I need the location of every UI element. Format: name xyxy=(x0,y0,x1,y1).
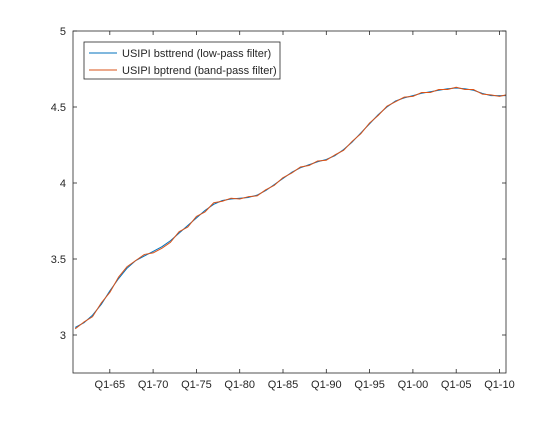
y-tick-label: 3.5 xyxy=(51,254,66,266)
x-tick-label: Q1-85 xyxy=(268,379,299,391)
x-tick-label: Q1-80 xyxy=(224,379,255,391)
x-tick-label: Q1-95 xyxy=(354,379,385,391)
y-tick-label: 4 xyxy=(60,178,66,190)
x-tick-label: Q1-05 xyxy=(441,379,472,391)
plot-frame xyxy=(72,30,507,374)
y-tick-label: 3 xyxy=(60,330,66,342)
legend-label-band-pass: USIPI bptrend (band-pass filter) xyxy=(122,65,277,77)
y-tick-label: 4.5 xyxy=(51,102,66,114)
series-layer xyxy=(74,86,507,330)
x-tick-label: Q1-10 xyxy=(484,379,515,391)
legend-box xyxy=(83,41,281,80)
y-tick-label: 5 xyxy=(60,26,66,38)
legend: USIPI bsttrend (low-pass filter) USIPI b… xyxy=(83,41,281,80)
plot-area-background xyxy=(73,31,506,373)
legend-label-low-pass: USIPI bsttrend (low-pass filter) xyxy=(122,48,271,60)
x-tick-label: Q1-00 xyxy=(398,379,429,391)
series-line-band-pass xyxy=(74,86,507,330)
x-tick-label: Q1-70 xyxy=(138,379,169,391)
x-tick-label: Q1-90 xyxy=(311,379,342,391)
y-axis: 3 3.5 4 4.5 5 xyxy=(51,26,506,342)
x-tick-label: Q1-65 xyxy=(95,379,126,391)
x-axis: Q1-65 Q1-70 Q1-75 Q1-80 Q1-85 Q1-90 Q1-95 Q1-00… xyxy=(95,31,515,391)
x-tick-label: Q1-75 xyxy=(181,379,212,391)
